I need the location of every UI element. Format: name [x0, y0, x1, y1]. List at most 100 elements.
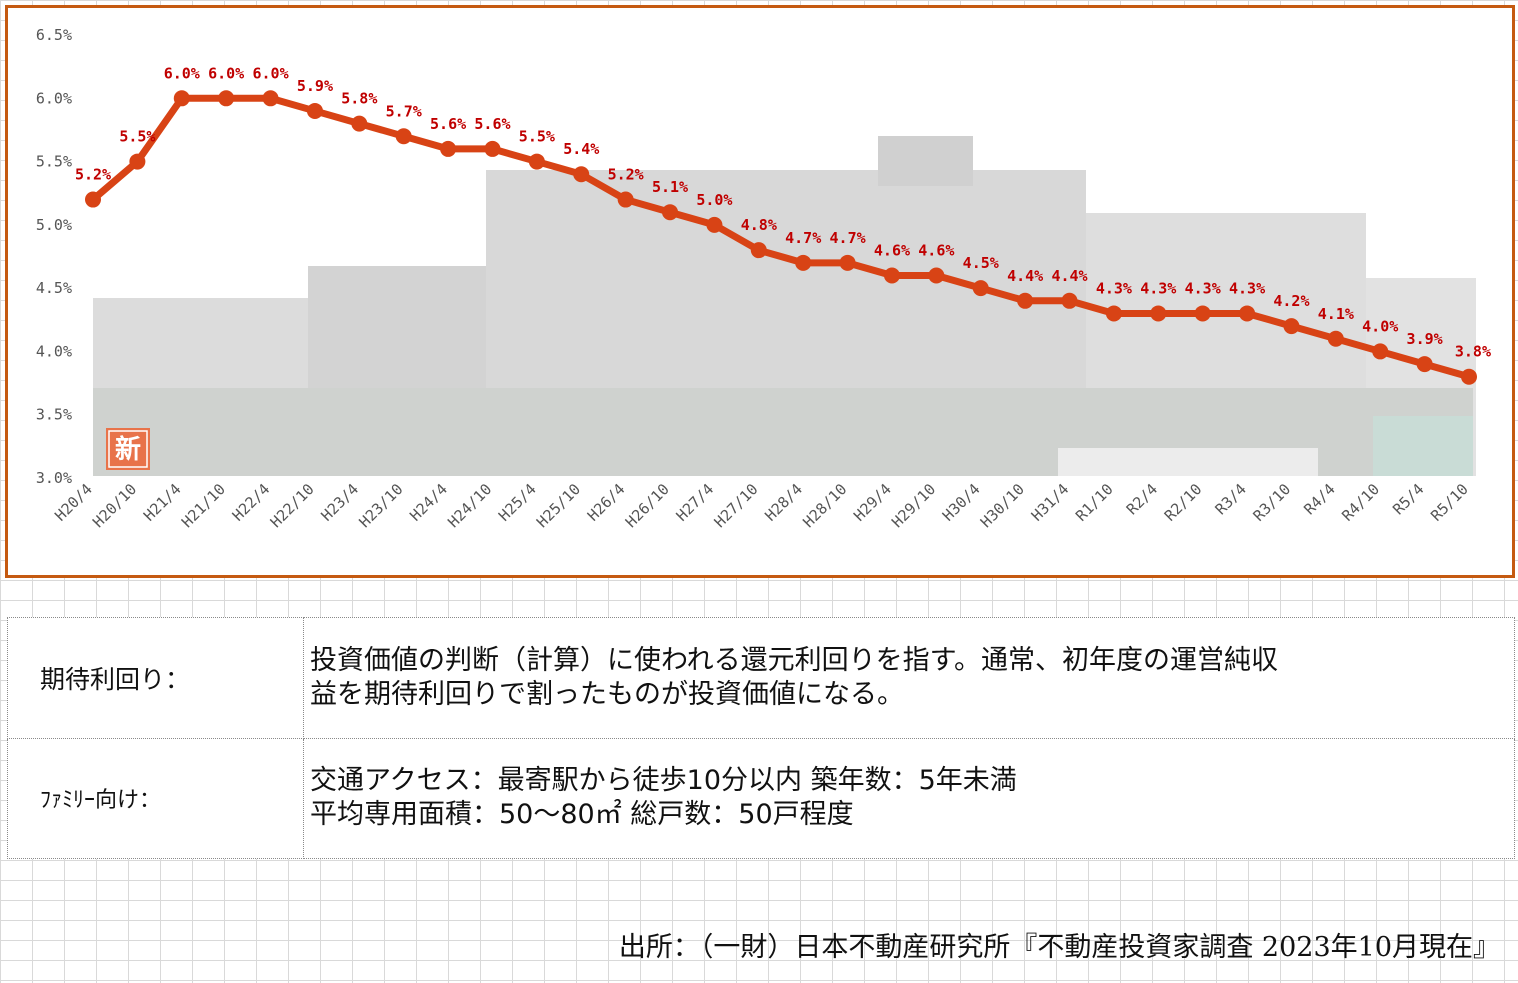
x-tick-label: H30/10: [977, 480, 1028, 531]
data-label: 4.8%: [741, 216, 777, 234]
x-tick-label: R5/4: [1389, 480, 1427, 518]
x-tick-label: H26/10: [622, 480, 673, 531]
data-point: [1283, 318, 1300, 335]
data-label: 4.2%: [1273, 292, 1309, 310]
data-point: [218, 90, 235, 107]
x-tick-label: H23/10: [355, 480, 406, 531]
data-point: [1327, 330, 1344, 347]
data-point: [1416, 356, 1433, 373]
data-point: [1017, 292, 1034, 309]
data-label: 5.0%: [696, 191, 732, 209]
definitions-table: 期待利回り： 投資価値の判断（計算）に使われる還元利回りを指す。通常、初年度の運…: [7, 617, 1515, 859]
data-label: 5.6%: [474, 115, 510, 133]
data-label: 5.4%: [563, 140, 599, 158]
data-label: 4.3%: [1140, 279, 1176, 297]
term-family: ﾌｧﾐﾘｰ向け：: [7, 737, 304, 859]
data-point: [706, 216, 723, 233]
x-tick-label: R4/10: [1338, 480, 1383, 525]
background-building-photo: [93, 136, 1476, 476]
data-label: 6.0%: [164, 64, 200, 82]
y-tick-label: 5.0%: [36, 216, 72, 234]
data-labels: 5.2% 5.5% 6.0% 6.0% 6.0% 5.9% 5.8% 5.7% 5.6% 5.6%…: [75, 64, 1491, 360]
data-label: 5.9%: [297, 77, 333, 95]
yield-line-chart: 新 3.0% 3.5% 4.0% 4.5% 5.0% 5.5% 6.0% 6.5% H20/4…: [36, 26, 1491, 531]
data-point: [484, 140, 501, 157]
data-points: [85, 90, 1477, 385]
x-tick-label: H25/10: [533, 480, 584, 531]
data-point: [85, 191, 101, 208]
data-label: 3.8%: [1455, 343, 1491, 361]
data-label: 4.3%: [1096, 279, 1132, 297]
x-tick-label: R3/4: [1212, 480, 1250, 518]
chart-frame: 新 3.0% 3.5% 4.0% 4.5% 5.0% 5.5% 6.0% 6.5% H20/4…: [5, 5, 1515, 578]
data-point: [129, 153, 146, 170]
x-tick-label: H20/10: [89, 480, 140, 531]
data-point: [1105, 305, 1122, 322]
data-label: 4.6%: [918, 241, 954, 259]
data-point: [306, 102, 323, 119]
term-expected-yield: 期待利回り：: [7, 617, 304, 739]
desc-expected-yield: 投資価値の判断（計算）に使われる還元利回りを指す。通常、初年度の運営純収 益を期…: [303, 617, 1515, 739]
data-point: [1372, 343, 1389, 360]
data-label: 5.7%: [386, 102, 422, 120]
data-point: [351, 115, 368, 132]
definition-row-family: ﾌｧﾐﾘｰ向け： 交通アクセス：最寄駅から徒歩10分以内 築年数：5年未満 平均…: [7, 737, 1515, 859]
x-tick-label: R3/10: [1250, 480, 1295, 525]
desc-line: 平均専用面積：50～80㎡ 総戸数：50戸程度: [310, 799, 854, 831]
data-point: [395, 128, 412, 145]
x-tick-label: R2/10: [1161, 480, 1206, 525]
data-point: [795, 254, 812, 271]
y-tick-label: 5.5%: [36, 153, 72, 171]
data-label: 4.1%: [1318, 305, 1354, 323]
data-point: [972, 280, 989, 297]
y-tick-label: 4.0%: [36, 342, 72, 360]
data-point: [617, 191, 634, 208]
data-point: [173, 90, 190, 107]
x-tick-label: H29/10: [888, 480, 939, 531]
data-point: [1194, 305, 1211, 322]
data-point: [573, 166, 590, 183]
data-label: 5.5%: [519, 128, 555, 146]
data-label: 4.0%: [1362, 317, 1398, 335]
desc-family: 交通アクセス：最寄駅から徒歩10分以内 築年数：5年未満 平均専用面積：50～8…: [303, 737, 1515, 859]
x-tick-label: R5/10: [1427, 480, 1472, 525]
new-badge: 新: [106, 428, 150, 470]
data-label: 4.7%: [830, 229, 866, 247]
data-point: [1150, 305, 1167, 322]
y-tick-label: 3.0%: [36, 469, 72, 487]
y-axis: 3.0% 3.5% 4.0% 4.5% 5.0% 5.5% 6.0% 6.5%: [36, 26, 72, 487]
desc-line: 益を期待利回りで割ったものが投資価値になる。: [310, 678, 904, 710]
data-point: [262, 90, 279, 107]
data-point: [750, 242, 767, 259]
data-point: [440, 140, 457, 157]
data-label: 4.5%: [963, 254, 999, 272]
x-tick-label: H21/10: [178, 480, 229, 531]
x-tick-label: R4/4: [1300, 480, 1338, 518]
x-tick-label: H31/4: [1028, 480, 1073, 525]
data-label: 4.4%: [1007, 267, 1043, 285]
x-tick-label: R2/4: [1123, 480, 1161, 518]
data-label: 5.1%: [652, 178, 688, 196]
data-label: 6.0%: [252, 64, 288, 82]
data-label: 5.5%: [119, 128, 155, 146]
data-point: [883, 267, 900, 284]
desc-line: 交通アクセス：最寄駅から徒歩10分以内 築年数：5年未満: [310, 765, 1017, 797]
data-point: [1461, 368, 1477, 385]
y-tick-label: 6.5%: [36, 26, 72, 44]
y-tick-label: 3.5%: [36, 406, 72, 424]
x-tick-label: H24/10: [444, 480, 495, 531]
data-label: 4.4%: [1051, 267, 1087, 285]
x-tick-label: H22/10: [267, 480, 318, 531]
data-point: [1239, 305, 1256, 322]
definition-row-expected-yield: 期待利回り： 投資価値の判断（計算）に使われる還元利回りを指す。通常、初年度の運…: [7, 617, 1515, 739]
data-label: 4.3%: [1229, 279, 1265, 297]
desc-line: 投資価値の判断（計算）に使われる還元利回りを指す。通常、初年度の運営純収: [310, 644, 1278, 676]
data-label: 5.2%: [608, 166, 644, 184]
x-tick-label: H27/10: [711, 480, 762, 531]
data-label: 6.0%: [208, 64, 244, 82]
data-label: 5.8%: [341, 90, 377, 108]
data-point: [928, 267, 945, 284]
data-label: 4.6%: [874, 241, 910, 259]
data-label: 4.7%: [785, 229, 821, 247]
